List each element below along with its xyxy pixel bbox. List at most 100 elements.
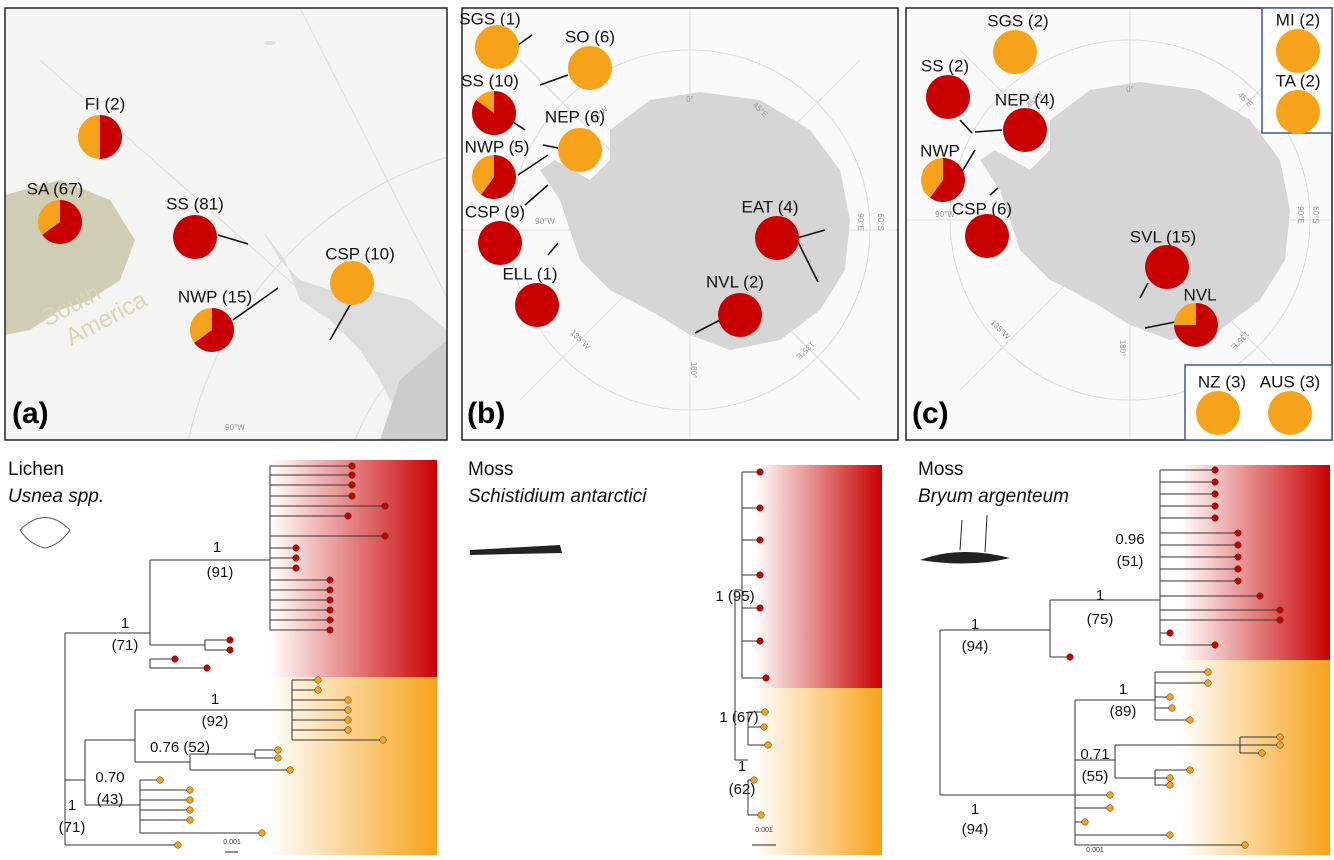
graticule-label: 60°S — [876, 213, 885, 230]
tip — [293, 565, 300, 572]
pie-orange — [1196, 391, 1240, 435]
site-label: SS (81) — [166, 194, 224, 213]
panel-label: (b) — [467, 397, 505, 430]
node-support: 1 — [738, 758, 746, 775]
clade-shade — [755, 465, 882, 688]
graticule-label: 180° — [1118, 340, 1127, 357]
site-label: SA (67) — [27, 179, 84, 198]
tip — [382, 503, 389, 510]
tip — [758, 812, 765, 819]
tip — [1235, 554, 1242, 561]
tip — [1277, 742, 1284, 749]
tip — [349, 463, 356, 470]
tip — [1167, 832, 1174, 839]
pie-orange — [568, 46, 612, 90]
tip — [1212, 642, 1219, 649]
tip — [327, 627, 334, 634]
site-label: AUS (3) — [1260, 372, 1320, 391]
panel-label: (c) — [912, 397, 949, 430]
site-label: CSP (10) — [325, 244, 395, 263]
group-label: Lichen — [8, 459, 64, 480]
tip — [1212, 479, 1219, 486]
tip — [345, 707, 352, 714]
tip — [227, 637, 234, 644]
site-label: SGS (1) — [459, 9, 520, 28]
node-support: 1 — [971, 801, 979, 818]
site-label: SO (6) — [565, 27, 615, 46]
tip — [1259, 750, 1266, 757]
tip — [259, 830, 266, 837]
tip — [757, 505, 764, 512]
figure: (a)90°WSouthAmericaFI (2)SA (67)SS (81)N… — [0, 0, 1334, 855]
tip — [345, 513, 352, 520]
tip — [1169, 705, 1176, 712]
tip — [349, 472, 356, 479]
tip — [327, 617, 334, 624]
tip — [757, 572, 764, 579]
tip — [1212, 515, 1219, 522]
tip — [349, 493, 356, 500]
tip — [315, 687, 322, 694]
tip — [757, 638, 764, 645]
tip — [1235, 530, 1242, 537]
scale-label: 0.001 — [223, 839, 241, 846]
pie-orange — [558, 128, 602, 172]
tip — [1205, 680, 1212, 687]
site-label: FI (2) — [85, 94, 126, 113]
site-label: SS (2) — [921, 56, 969, 75]
node-support: 1 — [1096, 587, 1104, 604]
tip — [1167, 775, 1174, 782]
tip — [327, 587, 334, 594]
node-support: 1 — [121, 615, 129, 632]
node-support: 0.76 (52) — [150, 739, 210, 756]
tip — [287, 767, 294, 774]
tip — [1167, 694, 1174, 701]
tip — [293, 545, 300, 552]
site-label: NZ (3) — [1198, 372, 1246, 391]
tip — [327, 607, 334, 614]
tip — [1242, 842, 1249, 849]
scale-label: 0.001 — [755, 827, 773, 834]
graticule-label: 180° — [689, 362, 698, 379]
pie-orange — [475, 25, 519, 69]
tip — [315, 677, 322, 684]
pie-red — [478, 221, 522, 265]
graticule-label: 60°S — [1311, 206, 1320, 223]
node-support: (91) — [207, 564, 234, 581]
tip — [1212, 503, 1219, 510]
clade-shade — [270, 677, 437, 855]
tip — [275, 755, 282, 762]
site-label: NVL (2) — [706, 272, 764, 291]
graticule-label: 90°W — [225, 423, 245, 432]
tip — [1212, 491, 1219, 498]
node-support: 1 — [68, 797, 76, 814]
pie-red — [515, 283, 559, 327]
taxon-label: Usnea spp. — [8, 486, 104, 507]
pie-orange — [1276, 90, 1320, 134]
tip — [757, 605, 764, 612]
node-support: (55) — [1082, 768, 1109, 785]
node-support: (89) — [1110, 703, 1137, 720]
tip — [1277, 734, 1284, 741]
pie-red — [1003, 108, 1047, 152]
tip — [1167, 782, 1174, 789]
site-label: EAT (4) — [742, 197, 799, 216]
tip — [765, 742, 772, 749]
site-label: SS (10) — [461, 71, 519, 90]
graticule-label: 90°E — [1296, 206, 1305, 223]
graticule-label: 0° — [686, 95, 694, 104]
tip — [345, 697, 352, 704]
tip — [349, 482, 356, 489]
pie-red — [926, 75, 970, 119]
site-label: SGS (2) — [987, 11, 1048, 30]
site-label: TA (2) — [1275, 71, 1320, 90]
tip — [1187, 767, 1194, 774]
tip — [762, 709, 769, 716]
tip — [227, 647, 234, 654]
site-label: NEP (6) — [545, 107, 605, 126]
tip — [345, 717, 352, 724]
node-support: (62) — [729, 781, 756, 798]
site-label: MI (2) — [1276, 10, 1320, 29]
site-label: NWP (5) — [465, 137, 530, 156]
tip — [763, 675, 770, 682]
